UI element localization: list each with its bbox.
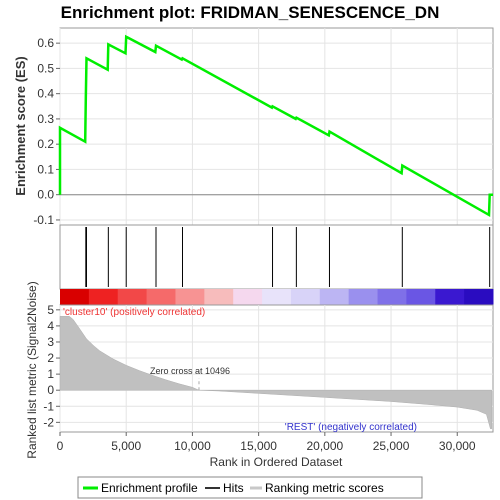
- ranking-metric-fill: [59, 316, 492, 430]
- x-tick-label: 10,000: [174, 439, 211, 453]
- heatmap-segment: [377, 289, 407, 305]
- es-panel: [59, 27, 494, 226]
- es-y-tick-label: 0.2: [37, 137, 54, 151]
- enrichment-profile-series: [58, 34, 493, 218]
- x-axis-label: Rank in Ordered Dataset: [210, 455, 343, 469]
- es-y-axis: -0.1 0.0 0.1 0.2 0.3 0.4 0.5 0.6: [33, 36, 60, 227]
- chart-title: Enrichment plot: FRIDMAN_SENESCENCE_DN: [61, 3, 440, 22]
- es-gridlines: [59, 28, 493, 225]
- heatmap-segment: [204, 289, 234, 305]
- x-tick-label: 25,000: [373, 439, 410, 453]
- legend: Enrichment profile Hits Ranking metric s…: [77, 476, 423, 499]
- ranked-y-tick-label: 5: [47, 303, 54, 317]
- positive-correlation-label: 'cluster10' (positively correlated): [63, 307, 205, 318]
- ranking-metric-area: [59, 316, 492, 430]
- heatmap-segment: [88, 289, 119, 305]
- rank-heatmap-bar: [60, 289, 494, 305]
- heatmap-segment: [233, 289, 263, 305]
- heatmap-segment: [262, 289, 292, 305]
- es-y-tick-label: -0.1: [33, 213, 54, 227]
- heatmap-segment: [406, 289, 436, 305]
- x-tick-label: 5,000: [111, 439, 141, 453]
- legend-ranking-metric-label: Ranking metric scores: [265, 481, 384, 495]
- legend-hits-label: Hits: [223, 481, 244, 495]
- es-y-tick-label: 0.6: [37, 36, 54, 50]
- ranked-y-tick-label: 4: [47, 319, 54, 333]
- heatmap-segment: [290, 289, 321, 305]
- enrichment-profile-line: [58, 34, 493, 218]
- x-tick-label: 20,000: [306, 439, 343, 453]
- heatmap-segment: [348, 289, 379, 305]
- x-axis: 0 5,000 10,000 15,000 20,000 25,000 30,000: [57, 432, 476, 453]
- ranked-y-tick-label: -1: [43, 399, 54, 413]
- es-y-tick-label: 0.3: [37, 112, 54, 126]
- ranked-y-axis-label: Ranked list metric (Signal2Noise): [25, 281, 39, 458]
- legend-enrichment-profile-label: Enrichment profile: [101, 481, 198, 495]
- ranked-y-tick-label: 3: [47, 335, 54, 349]
- heatmap-segment: [464, 289, 494, 305]
- x-tick-label: 15,000: [240, 439, 277, 453]
- heatmap-segment: [117, 289, 148, 305]
- ranked-gridlines: [59, 305, 493, 432]
- hits-panel: [59, 224, 494, 290]
- heatmap-segment: [146, 289, 176, 305]
- ranked-y-tick-label: 1: [47, 367, 54, 381]
- x-tick-label: 30,000: [439, 439, 476, 453]
- es-y-tick-label: 0.5: [37, 61, 54, 75]
- hit-markers: [85, 227, 491, 287]
- heatmap-segment: [435, 289, 465, 305]
- es-y-tick-label: 0.0: [37, 188, 54, 202]
- es-y-tick-label: 0.1: [37, 162, 54, 176]
- negative-correlation-label: 'REST' (negatively correlated): [285, 422, 417, 433]
- ranked-y-axis: -2 -1 0 1 2 3 4 5: [43, 303, 60, 429]
- es-y-axis-label: Enrichment score (ES): [13, 56, 28, 195]
- ranked-y-tick-label: 2: [47, 351, 54, 365]
- es-y-tick-label: 0.4: [37, 87, 54, 101]
- heatmap-segment: [319, 289, 350, 305]
- ranked-y-tick-label: -2: [43, 415, 54, 429]
- x-tick-label: 0: [57, 439, 64, 453]
- ranked-y-tick-label: 0: [47, 383, 54, 397]
- heatmap-segment: [60, 289, 90, 305]
- heatmap-segment: [175, 289, 205, 305]
- zero-cross-label: Zero cross at 10496: [150, 366, 230, 376]
